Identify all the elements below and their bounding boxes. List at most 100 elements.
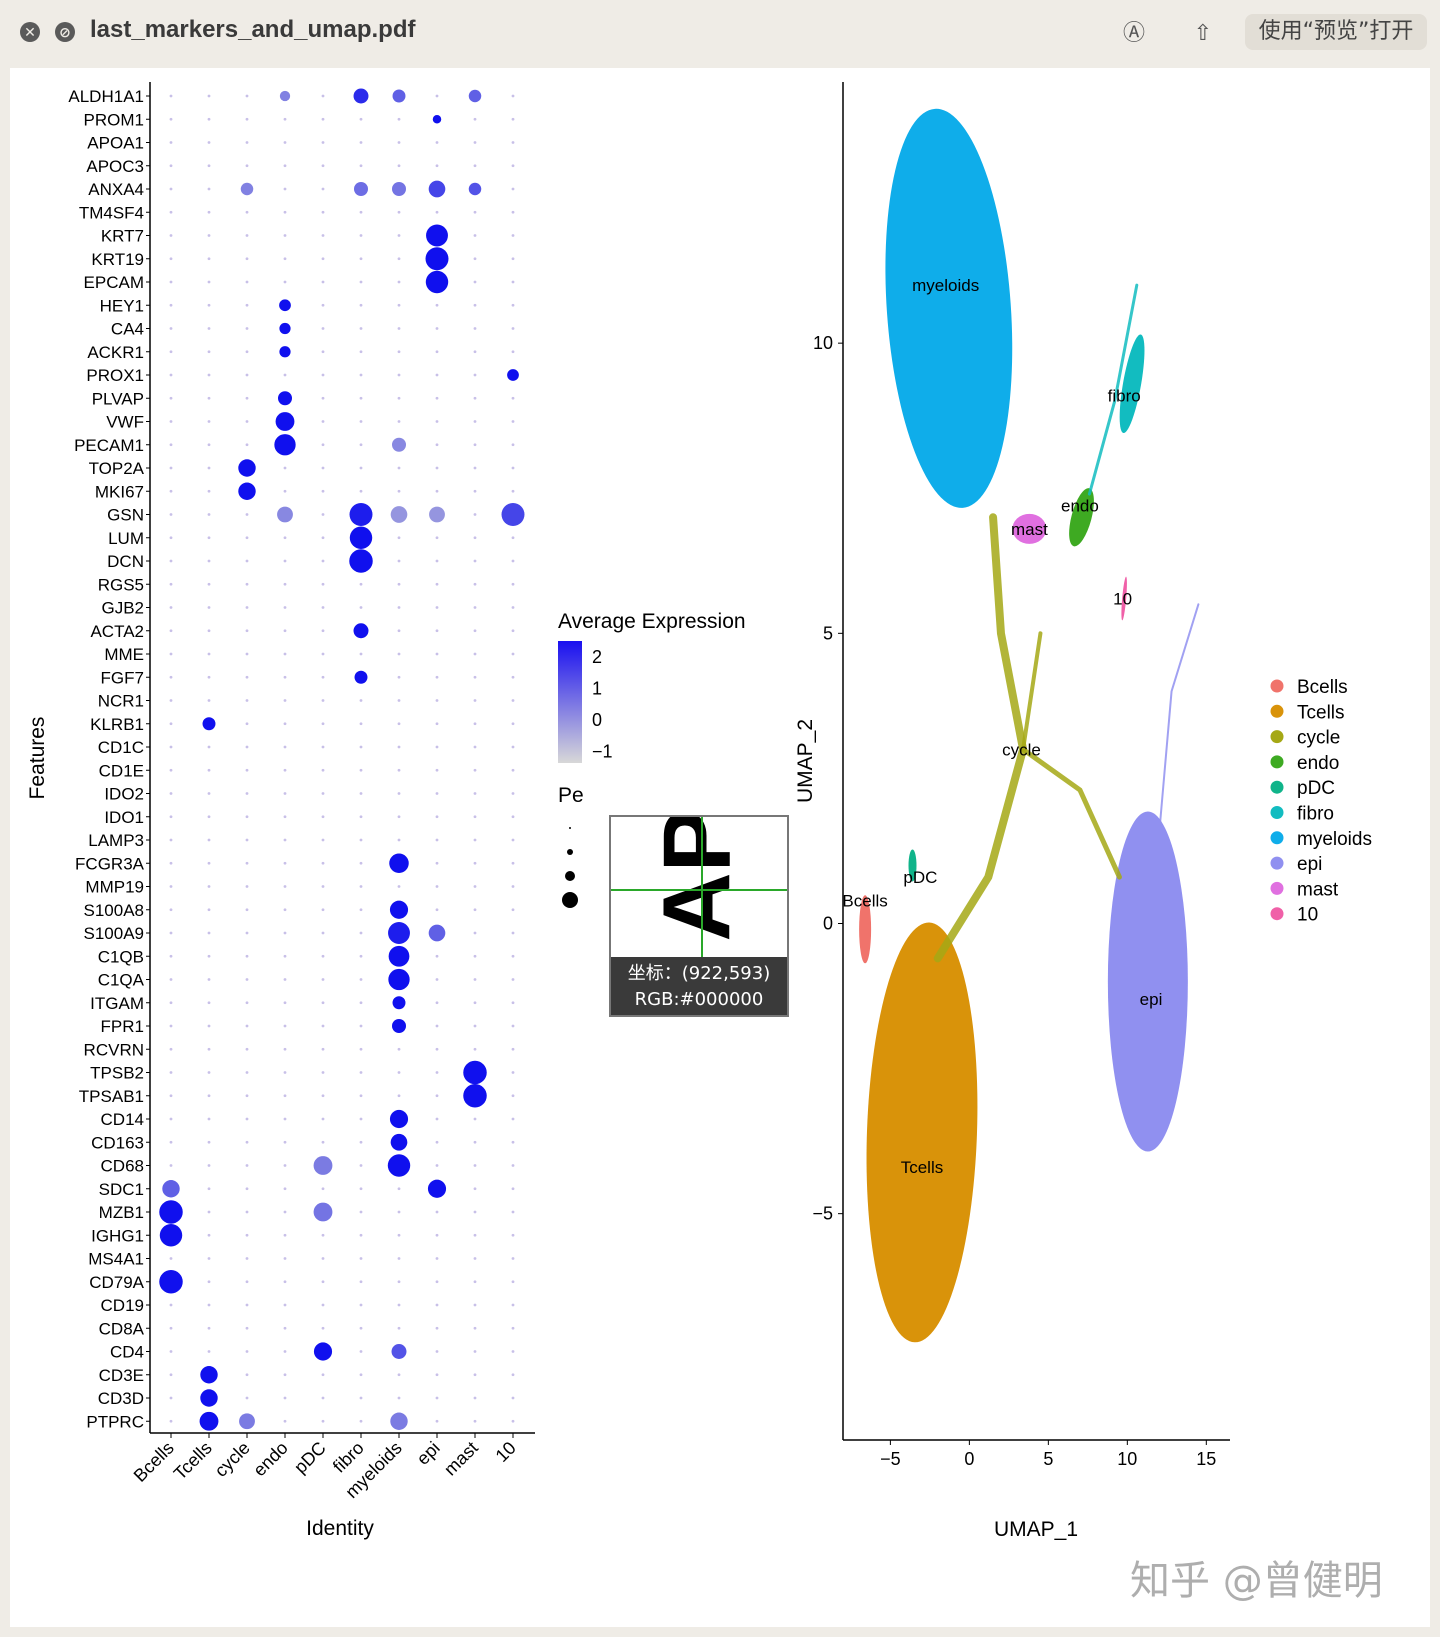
dot-pecam1-pdc [321,443,325,447]
open-with-preview-button[interactable]: 使用“预览”打开 [1245,14,1427,50]
dot-itgam-myeloids [392,996,406,1010]
feature-label-cd3d: CD3D [98,1389,144,1408]
dot-itgam-fibro [359,1001,363,1005]
dot-mzb1-epi [435,1210,439,1214]
dot-mmp19-tcells [207,885,211,888]
dot-ncr1-pdc [321,699,325,702]
dot-ido1-tcells [207,815,211,819]
feature-label-apoc3: APOC3 [86,157,144,176]
dot-cd163-fibro [359,1140,363,1144]
dot-prox1-mast [473,373,477,377]
dotplot-y-title: Features [26,717,49,800]
dot-tpsab1-bcells [169,1094,173,1098]
dot-fcgr3a-endo [283,861,287,865]
dot-mmp19-endo [283,885,287,888]
window-title: last_markers_and_umap.pdf [90,16,416,43]
dot-top2a-myeloids [397,466,401,470]
dot-cd3d-bcells [169,1396,173,1400]
dot-ido2-tcells [207,792,211,795]
dot-tm4sf4-10 [511,210,515,214]
dot-cd79a-fibro [359,1280,363,1284]
dot-tpsb2-epi [435,1071,439,1074]
dot-mki67-cycle [238,482,256,500]
dot-lum-myeloids [397,536,401,540]
dot-c1qa-cycle [245,978,249,981]
dot-dcn-cycle [245,559,249,563]
dot-s100a8-10 [511,908,515,912]
dot-epcam-myeloids [397,280,401,284]
dot-s100a9-10 [511,931,515,935]
dot-cd14-tcells [207,1117,211,1121]
dot-cd3e-fibro [359,1373,363,1377]
dot-cd8a-cycle [245,1326,249,1330]
dot-s100a8-mast [473,908,477,912]
dot-anxa4-mast [468,182,482,196]
feature-label-hey1: HEY1 [100,296,144,315]
dot-ido1-cycle [245,815,249,819]
dot-krt19-mast [473,257,477,261]
dot-prox1-pdc [321,373,325,377]
dot-mme-fibro [359,652,363,656]
dot-ca4-endo [279,322,291,335]
dot-anxa4-fibro [354,182,368,196]
dot-tm4sf4-myeloids [397,210,401,214]
dot-lamp3-pdc [321,838,325,842]
dot-cd3e-tcells [200,1366,218,1384]
dot-prom1-endo [283,117,287,121]
dot-cd8a-fibro [359,1326,363,1330]
dot-dcn-fibro [349,549,373,573]
dot-ackr1-10 [511,350,515,354]
dot-fpr1-mast [473,1024,477,1028]
feature-label-rcvrn: RCVRN [84,1040,144,1059]
dot-pecam1-mast [473,443,477,447]
share-icon[interactable]: ⇧ [1193,20,1213,45]
dot-ighg1-fibro [359,1233,363,1237]
dot-dcn-bcells [169,559,173,563]
dot-cd79a-epi [435,1280,439,1284]
dot-acta2-pdc [321,629,325,633]
dot-vwf-mast [473,420,477,423]
feature-label-c1qb: C1QB [98,947,144,966]
stop-icon[interactable]: ⊘ [55,22,75,42]
close-icon[interactable]: ✕ [20,22,40,42]
dot-krt19-myeloids [397,257,401,261]
dot-mmp19-mast [473,885,477,888]
dot-mme-endo [283,652,287,656]
dot-top2a-bcells [169,466,173,470]
dot-ptprc-mast [473,1419,477,1423]
dot-mzb1-fibro [359,1210,363,1214]
feature-label-pecam1: PECAM1 [74,436,144,455]
dot-dcn-endo [283,559,287,563]
dot-tpsb2-endo [283,1071,287,1074]
dot-ido2-mast [473,792,477,795]
legend-label-endo: endo [1297,753,1339,774]
identity-label-10: 10 [492,1438,520,1466]
dot-aldh1a1-cycle [245,94,249,98]
feature-label-cd1c: CD1C [98,738,144,757]
dot-krt19-cycle [245,257,249,261]
dot-plvap-10 [511,396,515,400]
dot-ptprc-fibro [359,1419,363,1423]
dot-mme-pdc [321,652,325,656]
dot-krt19-tcells [207,257,211,261]
dot-cd19-tcells [207,1303,211,1307]
dot-lamp3-myeloids [397,838,401,842]
dot-ca4-mast [473,327,477,330]
dot-ackr1-pdc [321,350,325,354]
dotplot-x-title: Identity [306,1517,374,1540]
dot-fgf7-fibro [354,670,368,684]
feature-label-c1qa: C1QA [98,971,145,990]
dot-plvap-epi [435,396,439,400]
dot-ms4a1-fibro [359,1257,363,1260]
dot-top2a-fibro [359,466,363,470]
dot-rgs5-fibro [359,582,363,586]
dot-cd1c-fibro [359,745,363,749]
dot-ms4a1-tcells [207,1257,211,1260]
dot-sdc1-myeloids [397,1187,401,1191]
cluster-10 [1121,576,1127,621]
dot-c1qa-10 [511,978,515,981]
markup-icon[interactable]: Ⓐ [1122,20,1145,45]
dot-cd163-mast [473,1140,477,1144]
dot-ighg1-endo [283,1233,287,1237]
dot-prom1-cycle [245,117,249,121]
